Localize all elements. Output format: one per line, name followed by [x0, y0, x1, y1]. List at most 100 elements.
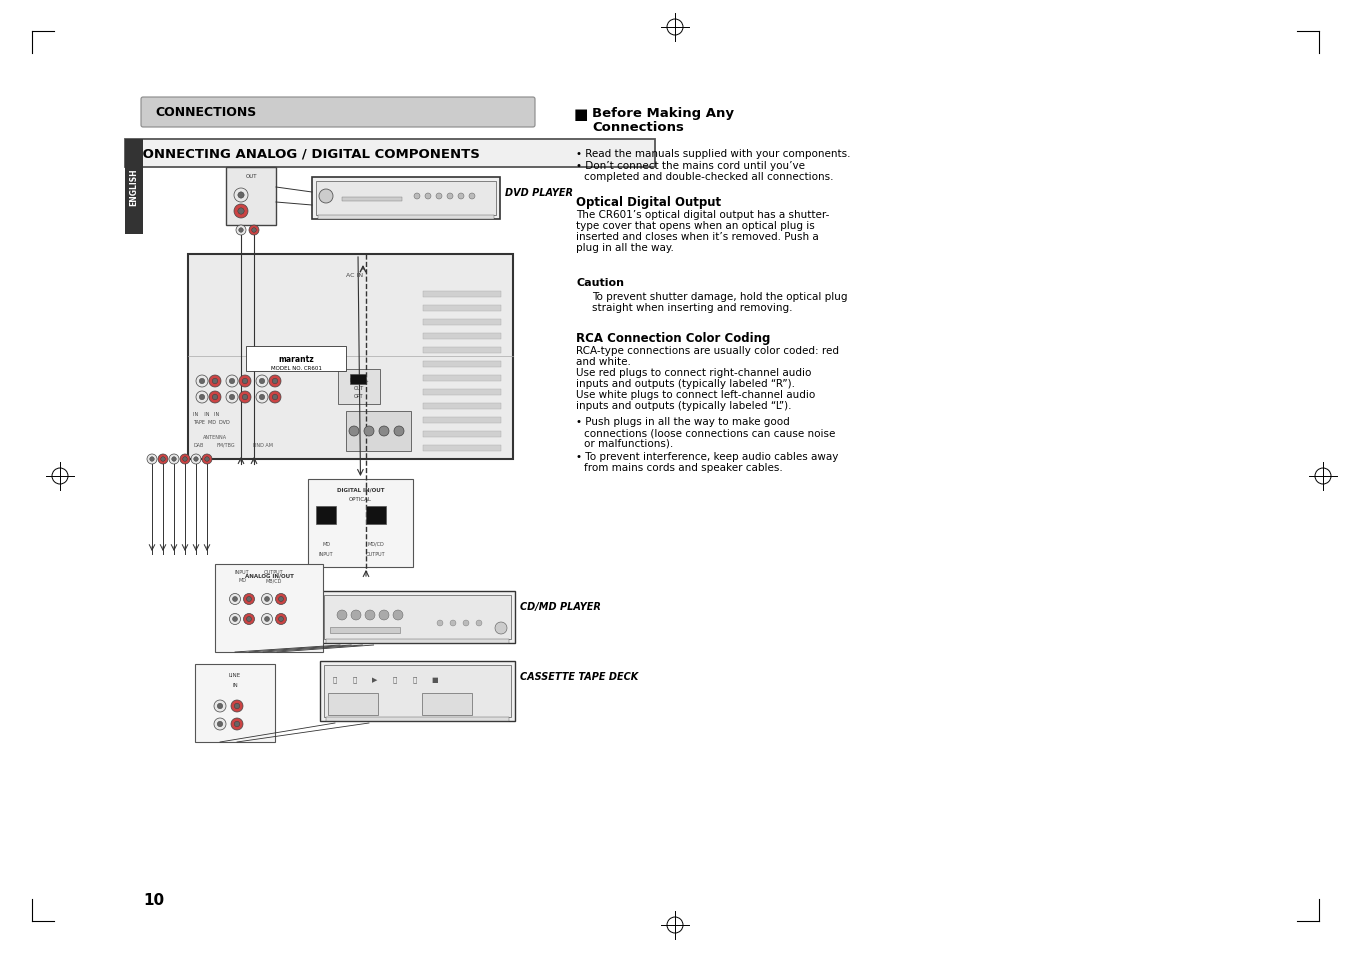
Circle shape	[436, 193, 442, 200]
Text: straight when inserting and removing.: straight when inserting and removing.	[592, 303, 793, 313]
Bar	[326, 639, 509, 643]
Circle shape	[230, 379, 235, 384]
Text: ▶: ▶	[373, 677, 378, 682]
Circle shape	[190, 455, 201, 464]
Bar	[320, 661, 515, 721]
Circle shape	[278, 597, 284, 602]
Text: MB/CD: MB/CD	[266, 578, 282, 583]
Bar	[126, 140, 655, 168]
Circle shape	[269, 392, 281, 403]
Bar	[423, 319, 501, 326]
Bar	[423, 361, 501, 368]
Text: The CR601’s optical digital output has a shutter-: The CR601’s optical digital output has a…	[576, 210, 830, 220]
Circle shape	[255, 375, 267, 388]
Text: plug in all the way.: plug in all the way.	[576, 243, 674, 253]
Circle shape	[265, 617, 269, 621]
Text: ⏮: ⏮	[332, 676, 338, 682]
Circle shape	[259, 395, 265, 400]
Circle shape	[246, 617, 251, 621]
Bar	[366, 506, 386, 524]
Text: RCA Connection Color Coding: RCA Connection Color Coding	[576, 332, 770, 345]
Circle shape	[255, 392, 267, 403]
Circle shape	[380, 610, 389, 620]
Circle shape	[161, 457, 165, 462]
Text: OUT: OUT	[354, 386, 365, 391]
Circle shape	[234, 205, 249, 219]
Text: ⏩: ⏩	[393, 676, 397, 682]
Circle shape	[239, 375, 251, 388]
Circle shape	[234, 721, 239, 727]
Bar	[188, 254, 513, 459]
Bar	[316, 506, 336, 524]
Text: MD: MD	[322, 541, 330, 546]
Circle shape	[196, 375, 208, 388]
Text: FM/TBG: FM/TBG	[216, 442, 235, 448]
Circle shape	[203, 455, 212, 464]
Text: OUTPUT: OUTPUT	[265, 570, 284, 575]
Circle shape	[232, 597, 238, 602]
Circle shape	[232, 617, 238, 621]
Circle shape	[213, 700, 226, 712]
Text: INPUT: INPUT	[235, 570, 250, 575]
Text: from mains cords and speaker cables.: from mains cords and speaker cables.	[584, 462, 782, 473]
Text: To prevent shutter damage, hold the optical plug: To prevent shutter damage, hold the opti…	[592, 292, 847, 302]
Circle shape	[276, 594, 286, 605]
Text: RCA-type connections are usually color coded: red: RCA-type connections are usually color c…	[576, 346, 839, 355]
Circle shape	[262, 594, 273, 605]
Text: inputs and outputs (typically labeled “R”).: inputs and outputs (typically labeled “R…	[576, 378, 794, 389]
Text: and white.: and white.	[576, 356, 631, 367]
Text: CONNECTING ANALOG / DIGITAL COMPONENTS: CONNECTING ANALOG / DIGITAL COMPONENTS	[132, 148, 480, 160]
Text: connections (loose connections can cause noise: connections (loose connections can cause…	[584, 428, 835, 437]
Circle shape	[393, 610, 403, 620]
Bar	[312, 178, 500, 220]
Bar	[326, 718, 509, 721]
Circle shape	[226, 375, 238, 388]
Circle shape	[236, 226, 246, 235]
Circle shape	[447, 193, 453, 200]
Circle shape	[180, 455, 190, 464]
Text: OUTPUT: OUTPUT	[366, 552, 386, 557]
Bar	[423, 348, 501, 354]
Bar	[215, 564, 323, 652]
Bar	[330, 627, 400, 634]
Circle shape	[336, 610, 347, 620]
Text: IN    IN   IN: IN IN IN	[193, 412, 219, 416]
Text: ⏪: ⏪	[353, 676, 357, 682]
Circle shape	[212, 379, 218, 384]
Bar	[338, 370, 380, 405]
Bar	[320, 592, 515, 643]
Text: • Read the manuals supplied with your components.: • Read the manuals supplied with your co…	[576, 149, 851, 159]
Circle shape	[226, 392, 238, 403]
Circle shape	[169, 455, 178, 464]
Circle shape	[426, 193, 431, 200]
Circle shape	[230, 594, 240, 605]
Text: ■: ■	[432, 677, 438, 682]
Bar	[350, 375, 366, 385]
Circle shape	[251, 229, 257, 233]
Bar	[423, 403, 501, 410]
Circle shape	[218, 703, 223, 709]
Bar	[316, 182, 496, 215]
Circle shape	[436, 620, 443, 626]
Circle shape	[147, 455, 157, 464]
Circle shape	[249, 226, 259, 235]
Circle shape	[413, 193, 420, 200]
Circle shape	[231, 719, 243, 730]
Circle shape	[273, 395, 278, 400]
Text: MD: MD	[238, 578, 246, 583]
Circle shape	[243, 594, 254, 605]
Text: Before Making Any: Before Making Any	[592, 107, 734, 120]
Circle shape	[242, 395, 247, 400]
Circle shape	[238, 209, 245, 215]
Circle shape	[380, 427, 389, 436]
Circle shape	[259, 379, 265, 384]
Circle shape	[234, 189, 249, 203]
Bar	[195, 664, 276, 742]
Circle shape	[276, 614, 286, 625]
Text: ANALOG IN/OUT: ANALOG IN/OUT	[245, 573, 293, 578]
Bar	[423, 306, 501, 312]
Text: inputs and outputs (typically labeled “L”).: inputs and outputs (typically labeled “L…	[576, 400, 792, 411]
Circle shape	[193, 457, 199, 462]
Text: Caution: Caution	[576, 277, 624, 288]
Bar	[324, 596, 511, 639]
